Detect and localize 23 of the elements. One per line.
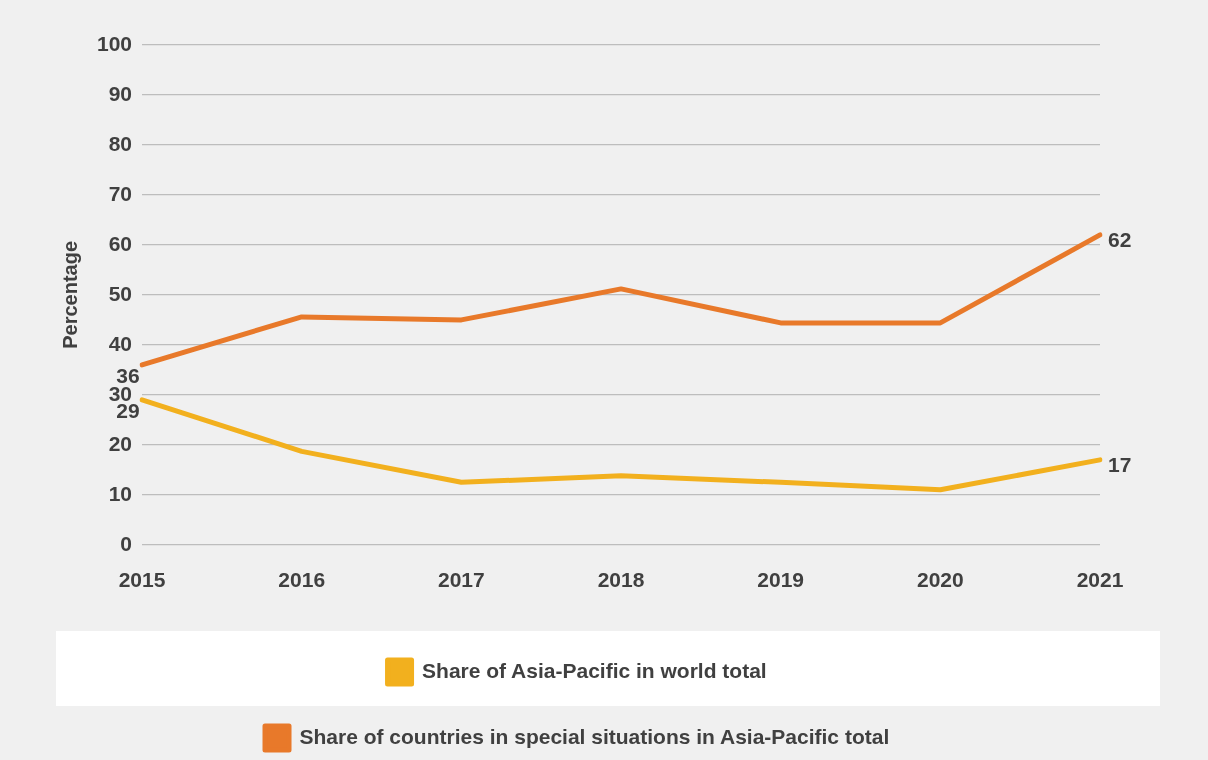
legend-label: Share of Asia-Pacific in world total bbox=[422, 658, 767, 682]
y-tick-label: 0 bbox=[120, 531, 133, 555]
x-tick-label: 2015 bbox=[118, 568, 166, 592]
x-tick-label: 2017 bbox=[438, 568, 485, 592]
y-tick-label: 70 bbox=[108, 181, 133, 205]
data-label: 36 bbox=[116, 364, 140, 388]
data-label: 17 bbox=[1108, 452, 1132, 476]
y-tick-label: 60 bbox=[108, 231, 133, 255]
y-tick-label: 50 bbox=[108, 281, 133, 305]
x-tick-label: 2019 bbox=[757, 568, 805, 592]
y-tick-label: 20 bbox=[108, 431, 133, 455]
x-tick-label: 2020 bbox=[916, 568, 964, 592]
y-tick-label: 90 bbox=[108, 81, 133, 105]
y-axis-title: Percentage bbox=[58, 240, 81, 349]
y-tick-label: 40 bbox=[108, 331, 133, 355]
x-tick-label: 2018 bbox=[597, 568, 645, 592]
y-tick-label: 100 bbox=[96, 31, 133, 55]
y-tick-label: 80 bbox=[108, 131, 133, 155]
x-tick-label: 2021 bbox=[1076, 568, 1124, 592]
legend-label: Share of countries in special situations in Asia-Pacific total bbox=[299, 724, 890, 748]
y-tick-label: 10 bbox=[108, 481, 133, 505]
x-tick-label: 2016 bbox=[278, 568, 326, 592]
data-label: 62 bbox=[1108, 227, 1132, 251]
